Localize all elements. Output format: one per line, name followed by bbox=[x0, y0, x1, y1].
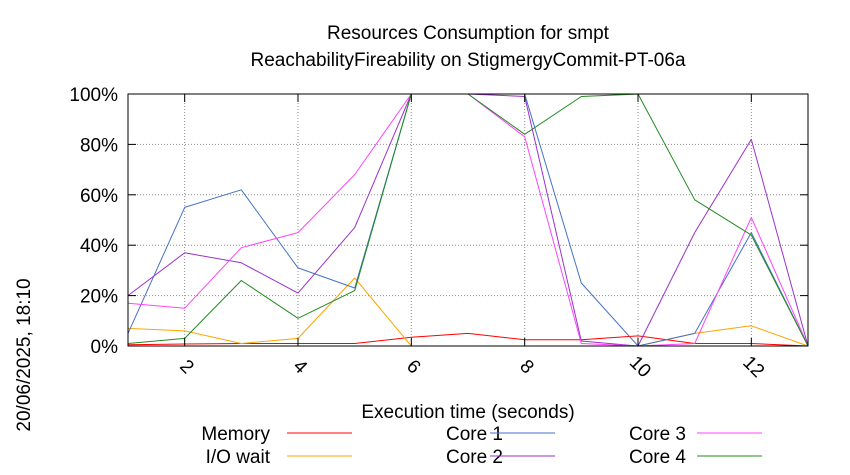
series-line-core-2 bbox=[127, 93, 809, 347]
series-line-core-3 bbox=[127, 93, 809, 347]
x-tick-label: 12 bbox=[738, 352, 768, 382]
side-timestamp-label: 20/06/2025, 18:10 bbox=[14, 278, 35, 431]
series-line-core-1 bbox=[127, 93, 809, 347]
legend-label-core-3: Core 3 bbox=[629, 424, 686, 445]
series-line-i-o-wait bbox=[127, 277, 809, 347]
legend-label-memory: Memory bbox=[201, 424, 270, 445]
legend-label-core-1: Core 1 bbox=[446, 424, 503, 445]
x-tick-label: 8 bbox=[515, 356, 537, 378]
grid-lines bbox=[128, 94, 808, 346]
y-tick-label: 100% bbox=[69, 85, 118, 106]
legend-label-core-2: Core 2 bbox=[446, 447, 503, 468]
y-tick-label: 60% bbox=[80, 186, 118, 207]
chart-subtitle: ReachabilityFireability on StigmergyComm… bbox=[250, 50, 685, 71]
y-tick-label: 20% bbox=[80, 287, 118, 308]
plot-frame bbox=[127, 93, 809, 347]
x-tick-label: 2 bbox=[175, 356, 197, 378]
y-tick-label: 40% bbox=[80, 236, 118, 257]
x-tick-label: 6 bbox=[402, 356, 424, 378]
x-tick-label: 4 bbox=[289, 356, 312, 379]
y-tick-label: 80% bbox=[80, 135, 118, 156]
series-line-memory bbox=[127, 332, 809, 347]
x-axis-label: Execution time (seconds) bbox=[361, 402, 574, 423]
chart-title: Resources Consumption for smpt bbox=[327, 23, 610, 44]
legend-label-i-o-wait: I/O wait bbox=[206, 447, 271, 468]
series-layer bbox=[127, 93, 809, 347]
legend-label-core-4: Core 4 bbox=[629, 447, 686, 468]
series-line-core-4 bbox=[127, 93, 809, 347]
x-tick-label: 10 bbox=[625, 352, 655, 382]
y-tick-label: 0% bbox=[91, 337, 119, 358]
